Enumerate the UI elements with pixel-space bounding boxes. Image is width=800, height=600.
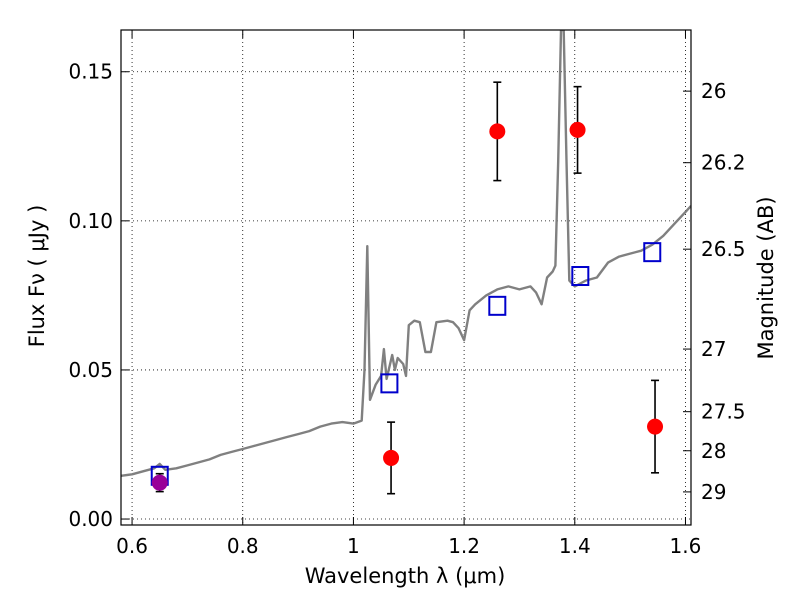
x-tick-label: 0.8 xyxy=(227,534,259,558)
y-axis-right-title: Magnitude (AB) xyxy=(754,196,778,359)
x-tick-label: 1.2 xyxy=(448,534,480,558)
plot-frame xyxy=(120,29,692,526)
tick-layer: 0.6 0.8 1 1.2 1.4 1.6 0.00 0.05 0.10 0.15 26 26.2 26… xyxy=(68,30,746,558)
model-square xyxy=(643,242,662,263)
y-tick-label: 0.15 xyxy=(68,60,113,84)
y-right-tick-label: 27.5 xyxy=(701,400,746,424)
y-tick-label: 0.05 xyxy=(68,358,113,382)
data-point xyxy=(569,121,586,138)
data-point xyxy=(647,418,664,435)
model-square xyxy=(380,373,399,394)
x-axis-title: Wavelength λ (μm) xyxy=(305,564,506,588)
y-axis-left-title: Flux Fν ( μJy ) xyxy=(25,205,49,348)
x-tick-label: 1.6 xyxy=(670,534,702,558)
data-point xyxy=(151,474,168,491)
data-layer xyxy=(121,30,691,495)
y-tick-label: 0.10 xyxy=(68,209,113,233)
model-square xyxy=(488,295,507,316)
y-right-tick-label: 26.2 xyxy=(701,151,746,175)
data-point xyxy=(383,449,400,466)
x-tick-label: 1 xyxy=(347,534,360,558)
y-right-tick-label: 27 xyxy=(701,337,726,361)
y-right-tick-label: 29 xyxy=(701,480,726,504)
data-point xyxy=(489,123,506,140)
y-tick-label: 0.00 xyxy=(68,507,113,531)
grid-layer xyxy=(121,30,691,525)
y-right-tick-label: 26 xyxy=(701,79,726,103)
x-tick-label: 0.6 xyxy=(116,534,148,558)
x-tick-label: 1.4 xyxy=(559,534,591,558)
y-right-tick-label: 28 xyxy=(701,439,726,463)
y-right-tick-label: 26.5 xyxy=(701,237,746,261)
model-square xyxy=(571,266,590,287)
spectrum-line xyxy=(121,30,691,477)
